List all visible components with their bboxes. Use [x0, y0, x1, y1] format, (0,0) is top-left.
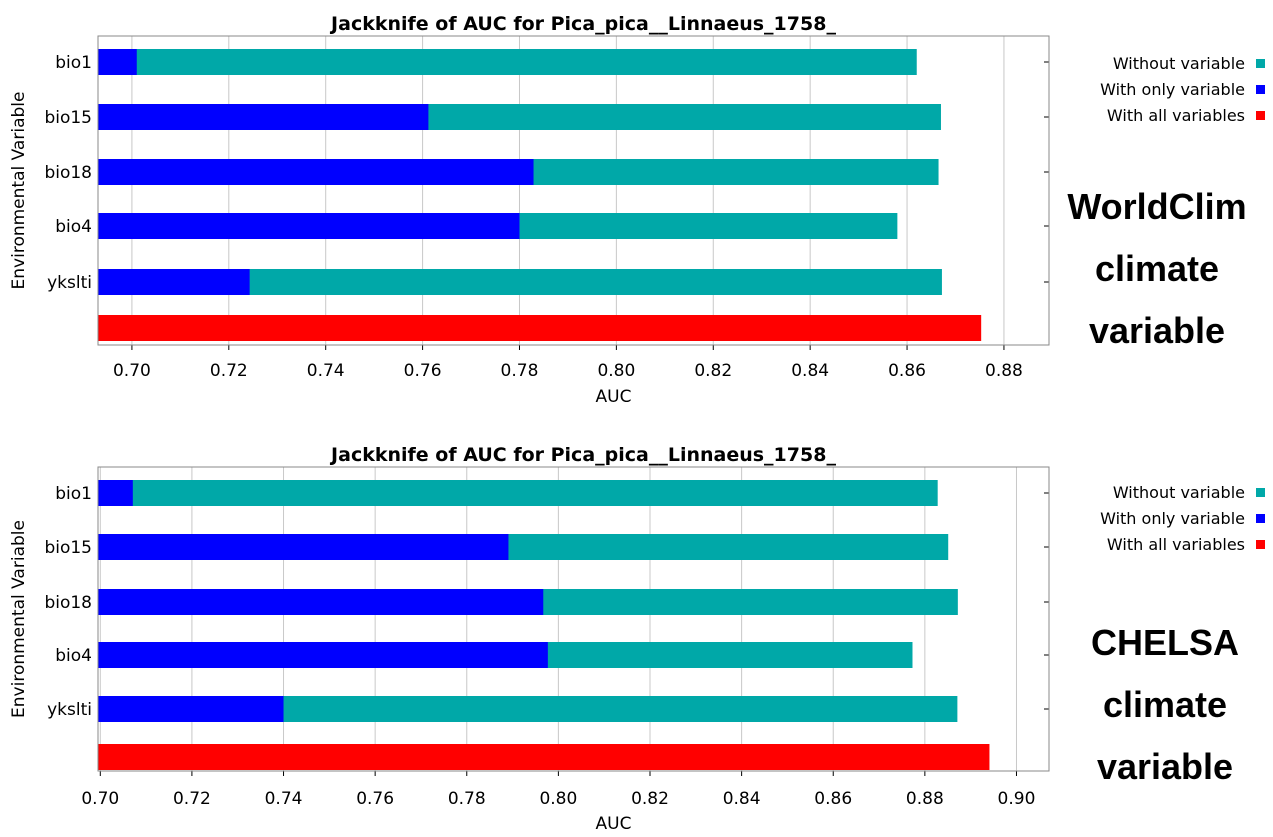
- bar-with-only-variable: [98, 159, 534, 185]
- x-tick-label: 0.80: [597, 361, 635, 381]
- annotation-chelsa: CHELSA climate variable: [1060, 612, 1270, 798]
- x-tick-label: 0.74: [265, 789, 303, 809]
- legend-swatch: [1256, 59, 1265, 68]
- bar-with-only-variable: [98, 269, 250, 295]
- annotation-line: climate: [1102, 684, 1228, 725]
- bar-with-only-variable: [98, 642, 548, 668]
- x-tick-label: 0.82: [694, 361, 732, 381]
- legend-label: Without variable: [1113, 54, 1245, 73]
- bar-with-only-variable: [98, 480, 133, 506]
- plot-frame: [97, 35, 1050, 346]
- y-axis-label: Environmental Variable: [9, 520, 29, 718]
- legend-swatch: [1256, 111, 1265, 120]
- bar-without-variable: [98, 480, 938, 506]
- x-tick-label: 0.78: [501, 361, 539, 381]
- x-tick-label: 0.80: [539, 789, 577, 809]
- legend-label: With only variable: [1100, 509, 1245, 528]
- bar-with-only-variable: [98, 104, 429, 130]
- x-tick-label: 0.72: [173, 789, 211, 809]
- x-tick-label: 0.82: [631, 789, 669, 809]
- y-tick-label: ykslti: [47, 700, 92, 720]
- y-tick-label: bio1: [55, 53, 92, 73]
- bar-with-all-variables: [98, 315, 982, 341]
- legend-swatch: [1256, 514, 1265, 523]
- y-tick-label: bio18: [44, 593, 92, 613]
- annotation-line: climate: [1094, 248, 1220, 289]
- x-tick-label: 0.70: [81, 789, 119, 809]
- legend-label: With only variable: [1100, 80, 1245, 99]
- chart-title: Jackknife of AUC for Pica_pica__Linnaeus…: [329, 13, 836, 35]
- x-tick-label: 0.76: [356, 789, 394, 809]
- legend-label: Without variable: [1113, 483, 1245, 502]
- bar-with-only-variable: [98, 534, 509, 560]
- x-tick-label: 0.76: [404, 361, 442, 381]
- x-tick-label: 0.72: [210, 361, 248, 381]
- plot-frame: [97, 466, 1050, 772]
- bar-without-variable: [98, 49, 917, 75]
- annotation-line: variable: [1096, 746, 1234, 787]
- x-tick-label: 0.78: [448, 789, 486, 809]
- y-tick-label: bio15: [44, 538, 92, 558]
- y-tick-label: bio15: [44, 108, 92, 128]
- y-tick-label: bio4: [55, 646, 92, 666]
- chart-title: Jackknife of AUC for Pica_pica__Linnaeus…: [329, 444, 836, 466]
- bar-with-only-variable: [98, 696, 284, 722]
- bar-with-all-variables: [98, 744, 990, 770]
- y-axis-label: Environmental Variable: [9, 92, 29, 290]
- annotation-line: variable: [1088, 310, 1226, 351]
- x-tick-label: 0.86: [814, 789, 852, 809]
- x-tick-label: 0.88: [985, 361, 1023, 381]
- x-tick-label: 0.74: [307, 361, 345, 381]
- annotation-line: WorldClim: [1067, 186, 1247, 227]
- y-tick-label: bio1: [55, 484, 92, 504]
- annotation-worldclim: WorldClim climate variable: [1052, 176, 1262, 362]
- x-tick-label: 0.88: [906, 789, 944, 809]
- legend-swatch: [1256, 85, 1265, 94]
- legend-label: With all variables: [1107, 535, 1245, 554]
- bar-with-only-variable: [98, 213, 520, 239]
- x-tick-label: 0.84: [723, 789, 761, 809]
- annotation-line: CHELSA: [1090, 622, 1239, 663]
- x-tick-label: 0.86: [888, 361, 926, 381]
- x-tick-label: 0.90: [998, 789, 1036, 809]
- x-axis-label: AUC: [596, 814, 632, 834]
- x-axis-label: AUC: [596, 387, 632, 407]
- bar-with-only-variable: [98, 49, 137, 75]
- bar-with-only-variable: [98, 589, 544, 615]
- x-tick-label: 0.84: [791, 361, 829, 381]
- legend-label: With all variables: [1107, 106, 1245, 125]
- y-tick-label: bio4: [55, 217, 92, 237]
- y-tick-label: ykslti: [47, 273, 92, 293]
- legend-swatch: [1256, 540, 1265, 549]
- y-tick-label: bio18: [44, 163, 92, 183]
- legend-swatch: [1256, 488, 1265, 497]
- x-tick-label: 0.70: [113, 361, 151, 381]
